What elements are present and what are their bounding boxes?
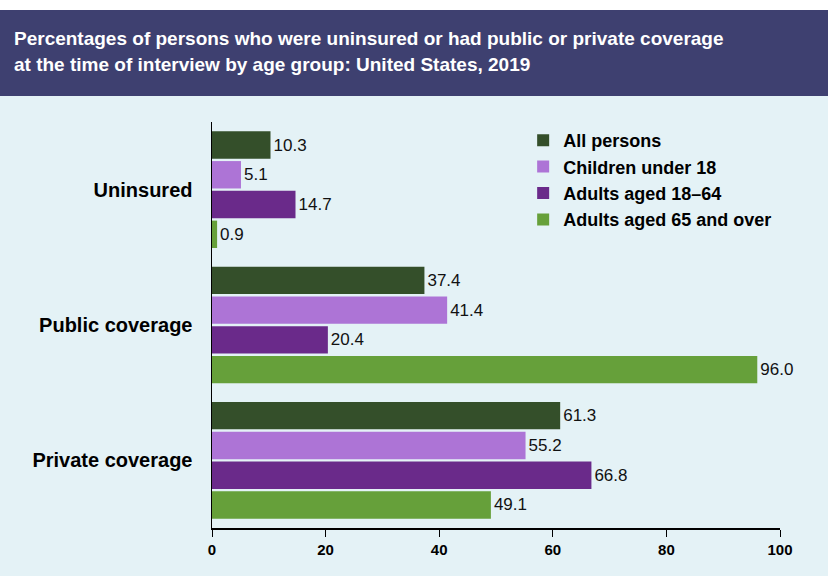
svg-text:55.2: 55.2 xyxy=(529,436,562,455)
svg-text:41.4: 41.4 xyxy=(450,301,483,320)
svg-text:Adults aged 65 and over: Adults aged 65 and over xyxy=(563,210,771,230)
svg-text:0.9: 0.9 xyxy=(220,225,244,244)
svg-text:49.1: 49.1 xyxy=(494,495,527,514)
svg-text:20.4: 20.4 xyxy=(331,330,364,349)
svg-text:Uninsured: Uninsured xyxy=(94,179,193,201)
svg-text:Private coverage: Private coverage xyxy=(32,449,192,471)
svg-text:96.0: 96.0 xyxy=(760,360,793,379)
svg-text:5.1: 5.1 xyxy=(244,165,268,184)
svg-text:60: 60 xyxy=(544,541,561,558)
html-text:Percentages of persons who wer: Percentages of persons who were uninsure… xyxy=(14,28,724,49)
svg-text:Public coverage: Public coverage xyxy=(39,314,192,336)
svg-text:100: 100 xyxy=(767,541,792,558)
svg-text:66.8: 66.8 xyxy=(594,466,627,485)
svg-text:61.3: 61.3 xyxy=(563,406,596,425)
svg-text:80: 80 xyxy=(658,541,675,558)
svg-text:Adults aged 18–64: Adults aged 18–64 xyxy=(563,184,721,204)
svg-text:20: 20 xyxy=(317,541,334,558)
svg-text:40: 40 xyxy=(431,541,448,558)
svg-text:10.3: 10.3 xyxy=(274,136,307,155)
svg-text:37.4: 37.4 xyxy=(427,271,460,290)
svg-text:All persons: All persons xyxy=(563,131,661,151)
svg-text:0: 0 xyxy=(208,541,216,558)
svg-text:14.7: 14.7 xyxy=(299,195,332,214)
svg-text:Children under 18: Children under 18 xyxy=(563,158,716,178)
html-text:at the time of interview by ag: at the time of interview by age group: U… xyxy=(14,54,531,75)
